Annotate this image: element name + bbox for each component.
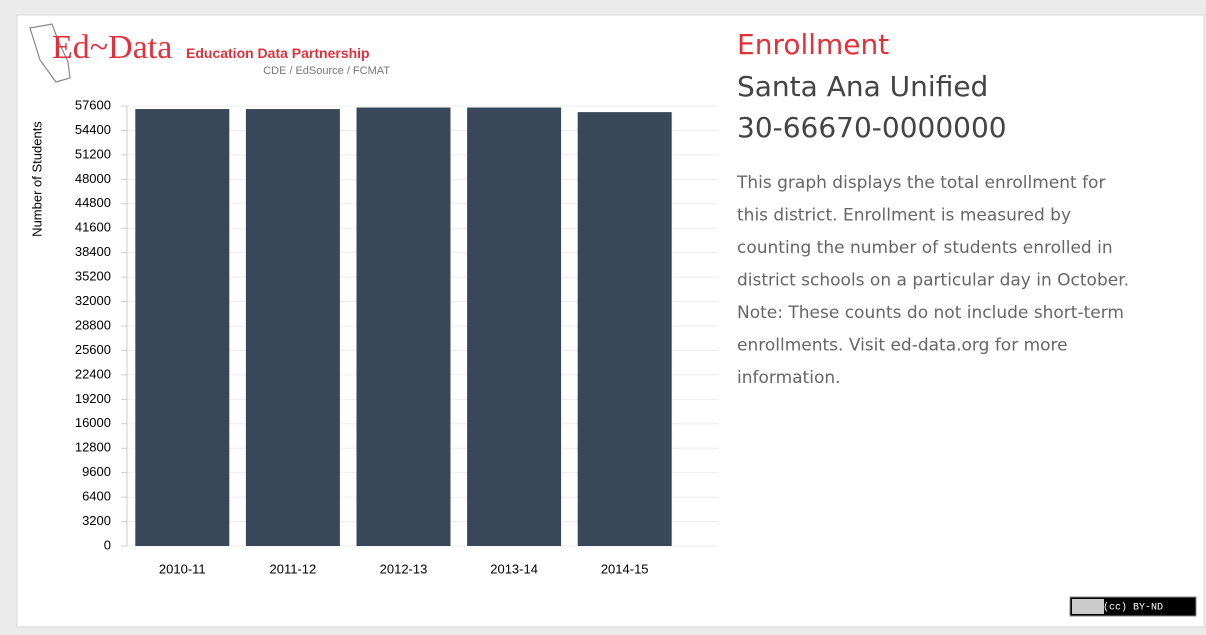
y-tick-label: 48000 [75, 171, 111, 186]
y-tick-label: 16000 [75, 415, 111, 430]
y-tick-label: 25600 [75, 342, 111, 357]
y-tick-label: 41600 [75, 220, 111, 235]
y-tick-label: 44800 [75, 195, 111, 210]
y-tick-label: 54400 [75, 122, 111, 137]
description-line: counting the number of students enrolled… [737, 238, 1113, 258]
panel-title: Enrollment [737, 28, 889, 61]
y-tick-label: 57600 [75, 97, 111, 112]
x-tick-label: 2013-14 [490, 561, 538, 576]
y-axis-label: Number of Students [29, 121, 44, 237]
y-tick-label: 35200 [75, 269, 111, 284]
bar [467, 107, 562, 547]
bar [135, 109, 230, 547]
license: (cc) BY-ND [1103, 602, 1163, 614]
logo-map [29, 23, 71, 83]
bar [356, 107, 451, 547]
description-line: information. [737, 368, 841, 388]
description-line: this district. Enrollment is measured by [737, 206, 1071, 226]
district-name: Santa Ana Unified [737, 70, 988, 103]
logo-tagline: Education Data Partnership [186, 45, 370, 61]
district-code: 30-66670-0000000 [737, 111, 1007, 144]
y-tick-label: 32000 [75, 293, 111, 308]
y-tick-label: 22400 [75, 366, 111, 381]
x-tick-label: 2012-13 [380, 561, 428, 576]
x-tick-label: 2010-11 [159, 561, 206, 576]
y-tick-label: 3200 [82, 513, 111, 528]
y-tick-label: 12800 [75, 440, 111, 455]
description-line: enrollments. Visit ed-data.org for more [737, 336, 1068, 356]
x-tick-label: 2011-12 [270, 561, 317, 576]
description-line: This graph displays the total enrollment… [736, 173, 1105, 193]
y-tick-label: 6400 [82, 489, 111, 504]
y-tick-label: 9600 [82, 464, 111, 479]
y-tick-label: 38400 [75, 244, 111, 259]
x-tick-label: 2014-15 [601, 561, 649, 576]
logo-brand: Ed~Data [52, 29, 172, 66]
y-tick-label: 51200 [75, 146, 111, 161]
bar [245, 109, 340, 547]
logo-partners: CDE / EdSource / FCMAT [263, 65, 390, 77]
description-line: Note: These counts do not include short-… [737, 303, 1124, 323]
bar [577, 112, 672, 546]
license-badge: (cc) BY-ND [1069, 596, 1197, 617]
y-tick-label: 0 [104, 537, 111, 552]
y-tick-label: 19200 [75, 391, 111, 406]
y-tick-label: 28800 [75, 317, 111, 332]
description-line: district schools on a particular day in … [737, 271, 1129, 291]
